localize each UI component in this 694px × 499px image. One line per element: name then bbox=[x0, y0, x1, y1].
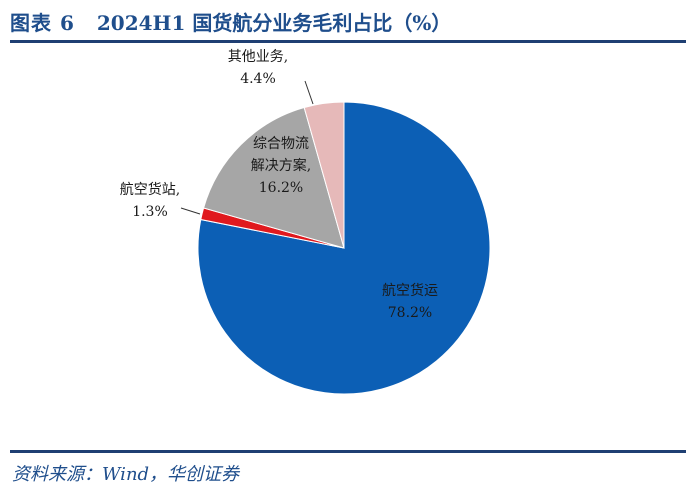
slice-label-3-line-1: 4.4% bbox=[240, 71, 276, 87]
source-note: 资料来源：Wind，华创证券 bbox=[12, 464, 240, 485]
bottom-rule bbox=[10, 450, 686, 453]
leader-line-3 bbox=[304, 80, 314, 105]
slice-label-2-line-0: 综合物流 bbox=[253, 136, 309, 152]
figure-label: 图表 6 bbox=[10, 10, 75, 35]
slice-label-0-line-0: 航空货运 bbox=[382, 282, 438, 299]
slice-label-3-line-0: 其他业务, bbox=[228, 49, 288, 65]
slice-label-0-line-1: 78.2% bbox=[388, 305, 432, 321]
slice-label-1-line-1: 1.3% bbox=[132, 204, 168, 220]
leader-line-1 bbox=[180, 207, 201, 215]
slice-label-2-line-2: 16.2% bbox=[259, 180, 303, 196]
slice-label-1-line-0: 航空货站, bbox=[120, 181, 180, 198]
title-row: 图表 6 2024H1 国货航分业务毛利占比（%） bbox=[10, 6, 686, 36]
slice-label-2-line-1: 解决方案, bbox=[251, 157, 311, 174]
top-rule bbox=[10, 40, 686, 43]
pie-slice-3 bbox=[303, 101, 345, 249]
pie-slice-2 bbox=[202, 106, 345, 249]
chart-title: 2024H1 国货航分业务毛利占比（%） bbox=[96, 10, 452, 35]
